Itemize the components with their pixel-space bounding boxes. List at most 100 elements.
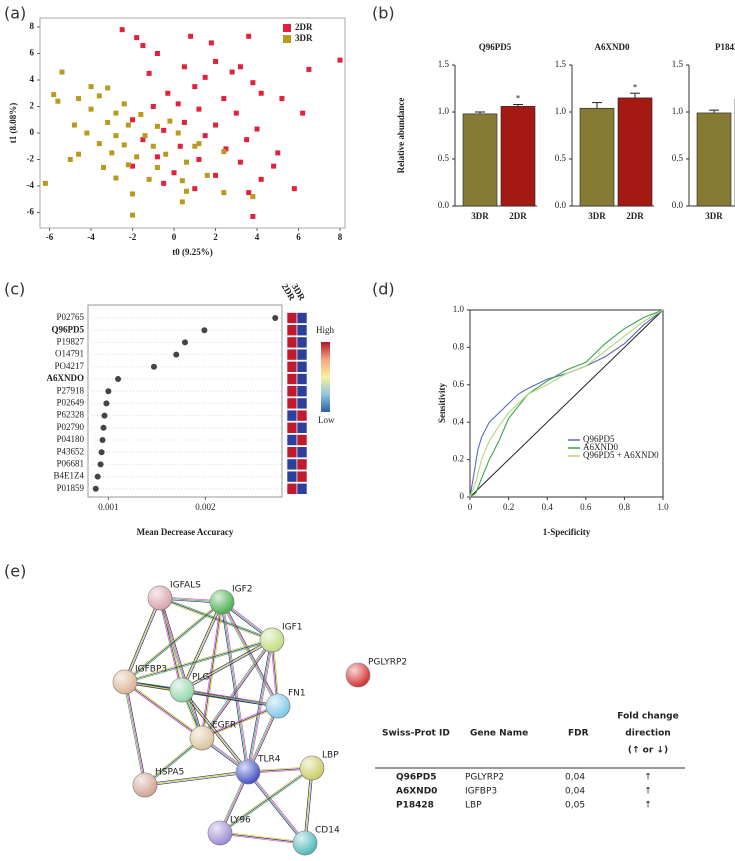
table-header: FDR <box>568 729 589 739</box>
network-edge <box>125 640 273 684</box>
network-edge <box>125 680 203 738</box>
y-tick-label: 0.0 <box>438 200 450 210</box>
y-tick-label: 8 <box>30 21 35 31</box>
point <box>154 164 160 170</box>
node-shine <box>300 756 324 780</box>
table-cell: 0,04 <box>565 773 585 783</box>
node-label: IGF2 <box>232 585 253 595</box>
heat-cell <box>286 348 298 361</box>
network-edge <box>124 601 223 683</box>
table-header: Fold change <box>617 712 678 722</box>
dot <box>115 376 122 382</box>
network-edge <box>159 597 273 641</box>
x-tick-label: 0.8 <box>619 502 631 512</box>
network-edge <box>222 601 250 772</box>
heat-cell <box>286 446 298 459</box>
x-tick-label: 3DR <box>588 211 606 221</box>
network-edge <box>181 690 278 708</box>
dot <box>97 461 104 468</box>
dot <box>101 412 108 419</box>
y-tick-label: 6 <box>30 48 35 58</box>
node-shine <box>190 726 214 750</box>
network-edge <box>219 767 313 834</box>
y-tick-label: 0.4 <box>453 416 465 426</box>
plot-frame <box>39 17 346 229</box>
point <box>291 186 297 192</box>
table-cell: ↑ <box>644 787 652 797</box>
point <box>84 130 90 136</box>
point <box>192 143 198 149</box>
point <box>154 123 160 129</box>
point <box>183 188 189 194</box>
point <box>113 133 119 139</box>
y-tick-label: 1.0 <box>555 106 567 116</box>
x-tick-label: 2DR <box>509 211 527 221</box>
point <box>181 119 187 125</box>
category-label: Q96PD5 <box>52 324 85 334</box>
point <box>150 143 156 149</box>
legend-label: A6XND0 <box>583 442 618 452</box>
point <box>179 178 185 184</box>
point <box>154 154 160 160</box>
y-tick-label: 4 <box>30 74 35 84</box>
point <box>109 150 115 156</box>
point <box>204 172 210 178</box>
node-shine <box>148 586 172 610</box>
heat-cell <box>286 312 298 324</box>
chart-title: A6XND0 <box>595 42 630 52</box>
point <box>96 141 102 147</box>
network-edge <box>246 639 272 772</box>
y-tick-label: 1.5 <box>672 59 684 69</box>
network-edge <box>303 767 312 843</box>
point <box>271 163 277 169</box>
category-label: P02649 <box>56 397 84 407</box>
point <box>51 92 57 98</box>
x-tick-label: 0.002 <box>195 502 215 512</box>
dot <box>105 388 112 395</box>
point <box>196 157 202 163</box>
roc-curve <box>469 309 664 498</box>
plot-frame <box>87 304 283 498</box>
y-tick-label: 0 <box>460 491 465 501</box>
node-label: FN1 <box>288 689 306 699</box>
node-shine <box>133 773 157 797</box>
network-edge <box>159 598 272 642</box>
panel-label: (a) <box>4 4 26 23</box>
dot <box>103 400 110 407</box>
point <box>175 130 181 136</box>
point <box>130 163 136 169</box>
significance: * <box>516 94 521 104</box>
network-edge <box>144 770 248 785</box>
point <box>138 111 144 117</box>
category-label: O14791 <box>55 349 84 359</box>
table-cell: Q96PD5 <box>396 773 437 783</box>
heat-cell <box>286 470 298 483</box>
network-edge <box>123 682 145 786</box>
table-cell: LBP <box>465 801 482 811</box>
node-label: IGFALS <box>170 581 201 591</box>
point <box>121 142 127 148</box>
network-edge <box>124 597 161 683</box>
node-label: LY96 <box>230 816 251 826</box>
point <box>88 84 94 90</box>
legend-label: 3DR <box>295 33 313 43</box>
point <box>221 96 227 102</box>
network-edge <box>180 601 222 690</box>
point <box>125 122 131 128</box>
table-header: Swiss-Prot ID <box>382 729 450 739</box>
point <box>179 199 185 205</box>
category-label: P19827 <box>56 336 84 346</box>
point <box>181 64 187 70</box>
chart-title: Q96PD5 <box>479 42 512 52</box>
point <box>42 180 48 186</box>
y-tick-label: -2 <box>27 154 35 164</box>
table-cell: IGFBP3 <box>465 787 497 797</box>
point <box>175 101 181 107</box>
network-edge <box>158 598 182 691</box>
point <box>105 85 111 91</box>
point <box>113 110 119 116</box>
category-label: P02765 <box>56 312 84 322</box>
network-edge <box>124 681 146 786</box>
point <box>213 122 219 128</box>
